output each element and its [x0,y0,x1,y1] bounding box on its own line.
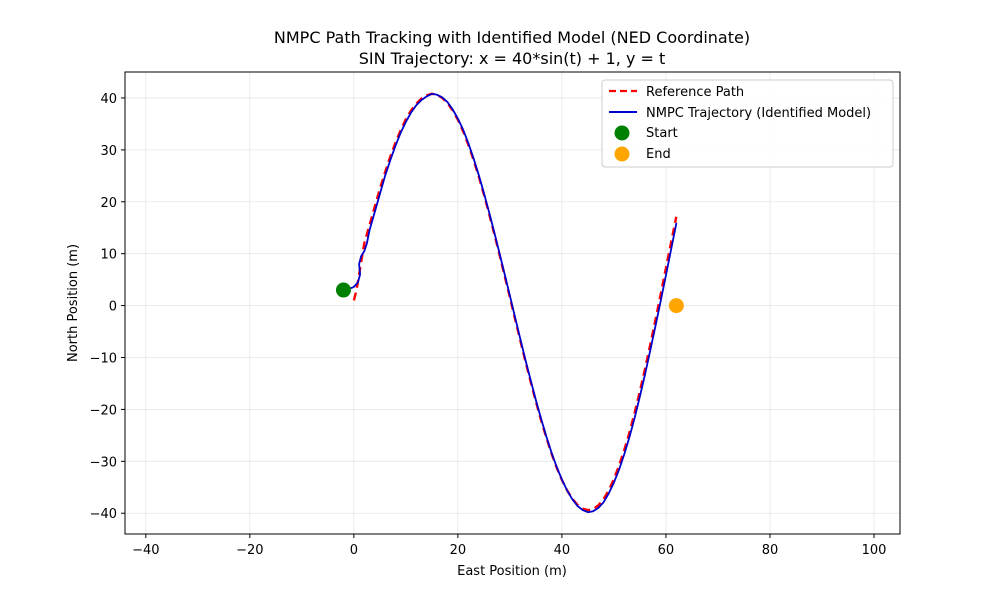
legend-end-label: End [646,147,671,162]
chart-subtitle: SIN Trajectory: x = 40*sin(t) + 1, y = t [359,49,666,68]
y-axis-ticks: −40 −30 −20 −10 0 10 20 30 40 [90,92,125,522]
legend-end-marker [614,146,630,162]
y-axis-label: North Position (m) [66,244,81,362]
y-tick-label: 0 [109,300,117,315]
legend-box [601,79,894,168]
legend-start-marker [614,125,630,141]
y-tick-label: −20 [90,403,117,418]
reference-path-line [352,92,678,512]
x-tick-label: 80 [762,543,779,558]
chart-title: NMPC Path Tracking with Identified Model… [274,28,750,47]
x-axis-ticks: −40 −20 0 20 40 60 80 100 [132,534,886,558]
end-marker [668,298,684,314]
y-tick-label: 10 [100,248,117,263]
x-tick-label: 0 [350,543,358,558]
nmpc-trajectory-line [342,92,678,514]
x-tick-label: −40 [132,543,159,558]
y-tick-label: −30 [90,455,117,470]
marker-layer [335,282,684,314]
y-tick-label: −10 [90,352,117,367]
x-tick-label: 100 [862,543,887,558]
x-axis-label: East Position (m) [457,564,567,579]
series-layer [342,92,678,514]
y-tick-label: 20 [100,196,117,211]
x-tick-label: 20 [450,543,467,558]
y-tick-label: 30 [100,144,117,159]
start-marker [335,282,351,298]
y-tick-label: −40 [90,507,117,522]
plot-frame [124,71,901,535]
x-tick-label: 40 [554,543,571,558]
x-tick-label: −20 [236,543,263,558]
legend-start-label: Start [646,126,678,141]
x-tick-label: 60 [658,543,675,558]
legend-nmpc-label: NMPC Trajectory (Identified Model) [646,106,871,121]
legend-reference-label: Reference Path [646,85,744,100]
y-tick-label: 40 [100,92,117,107]
legend: Reference Path NMPC Trajectory (Identifi… [601,79,894,168]
